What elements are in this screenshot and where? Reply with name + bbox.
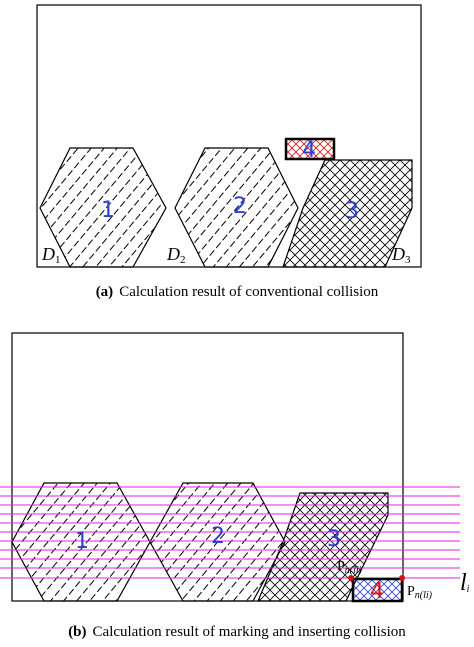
part-3-label-a: 3 [345, 199, 359, 224]
part-4-rectangle-a [284, 137, 336, 161]
part-1-hexagon-b [11, 482, 151, 602]
caption-b-label: (b) [68, 624, 87, 640]
part-2-hexagon-b [149, 482, 286, 602]
caption-a-text: Calculation result of conventional colli… [119, 284, 379, 300]
caption-b-text: Calculation result of marking and insert… [92, 624, 406, 640]
caption-b: (b) Calculation result of marking and ins… [0, 624, 474, 641]
part-4-label-a: 4 [302, 138, 316, 163]
caption-a-label: (a) [95, 284, 114, 300]
point-upper-label: Pn(li) [337, 559, 363, 576]
point-lower-label: Pn(li) [407, 584, 433, 601]
part-1-label-b: 1 [75, 529, 89, 554]
region-d2-label: D2 [166, 244, 186, 266]
part-4-label-b: 4 [370, 579, 384, 604]
part-3-label-b: 3 [327, 527, 341, 552]
part-2-label-b: 2 [211, 524, 225, 549]
part-1-label-a: 1 [101, 198, 115, 223]
caption-a: (a) Calculation result of conventional co… [0, 284, 474, 301]
part-3-polygon-a [282, 159, 413, 268]
marker-point-left [348, 575, 354, 581]
part-2-hexagon-a [174, 147, 299, 268]
scan-lines [0, 486, 460, 579]
part-4-rectangle-b [351, 577, 404, 603]
part-2-label-a: 2 [233, 194, 247, 219]
panel-b: 1 2 3 4 Pn(li) Pn(li) li [0, 332, 470, 604]
region-d1-label: D1 [41, 244, 61, 266]
panel-a: 1 2 3 4 D1 D2 D3 [36, 4, 422, 268]
part-3-polygon-b [257, 492, 389, 602]
line-li-label: li [460, 570, 470, 596]
part-1-hexagon-a [39, 147, 167, 268]
marker-point-right [399, 575, 405, 581]
region-d3-label: D3 [391, 244, 411, 266]
